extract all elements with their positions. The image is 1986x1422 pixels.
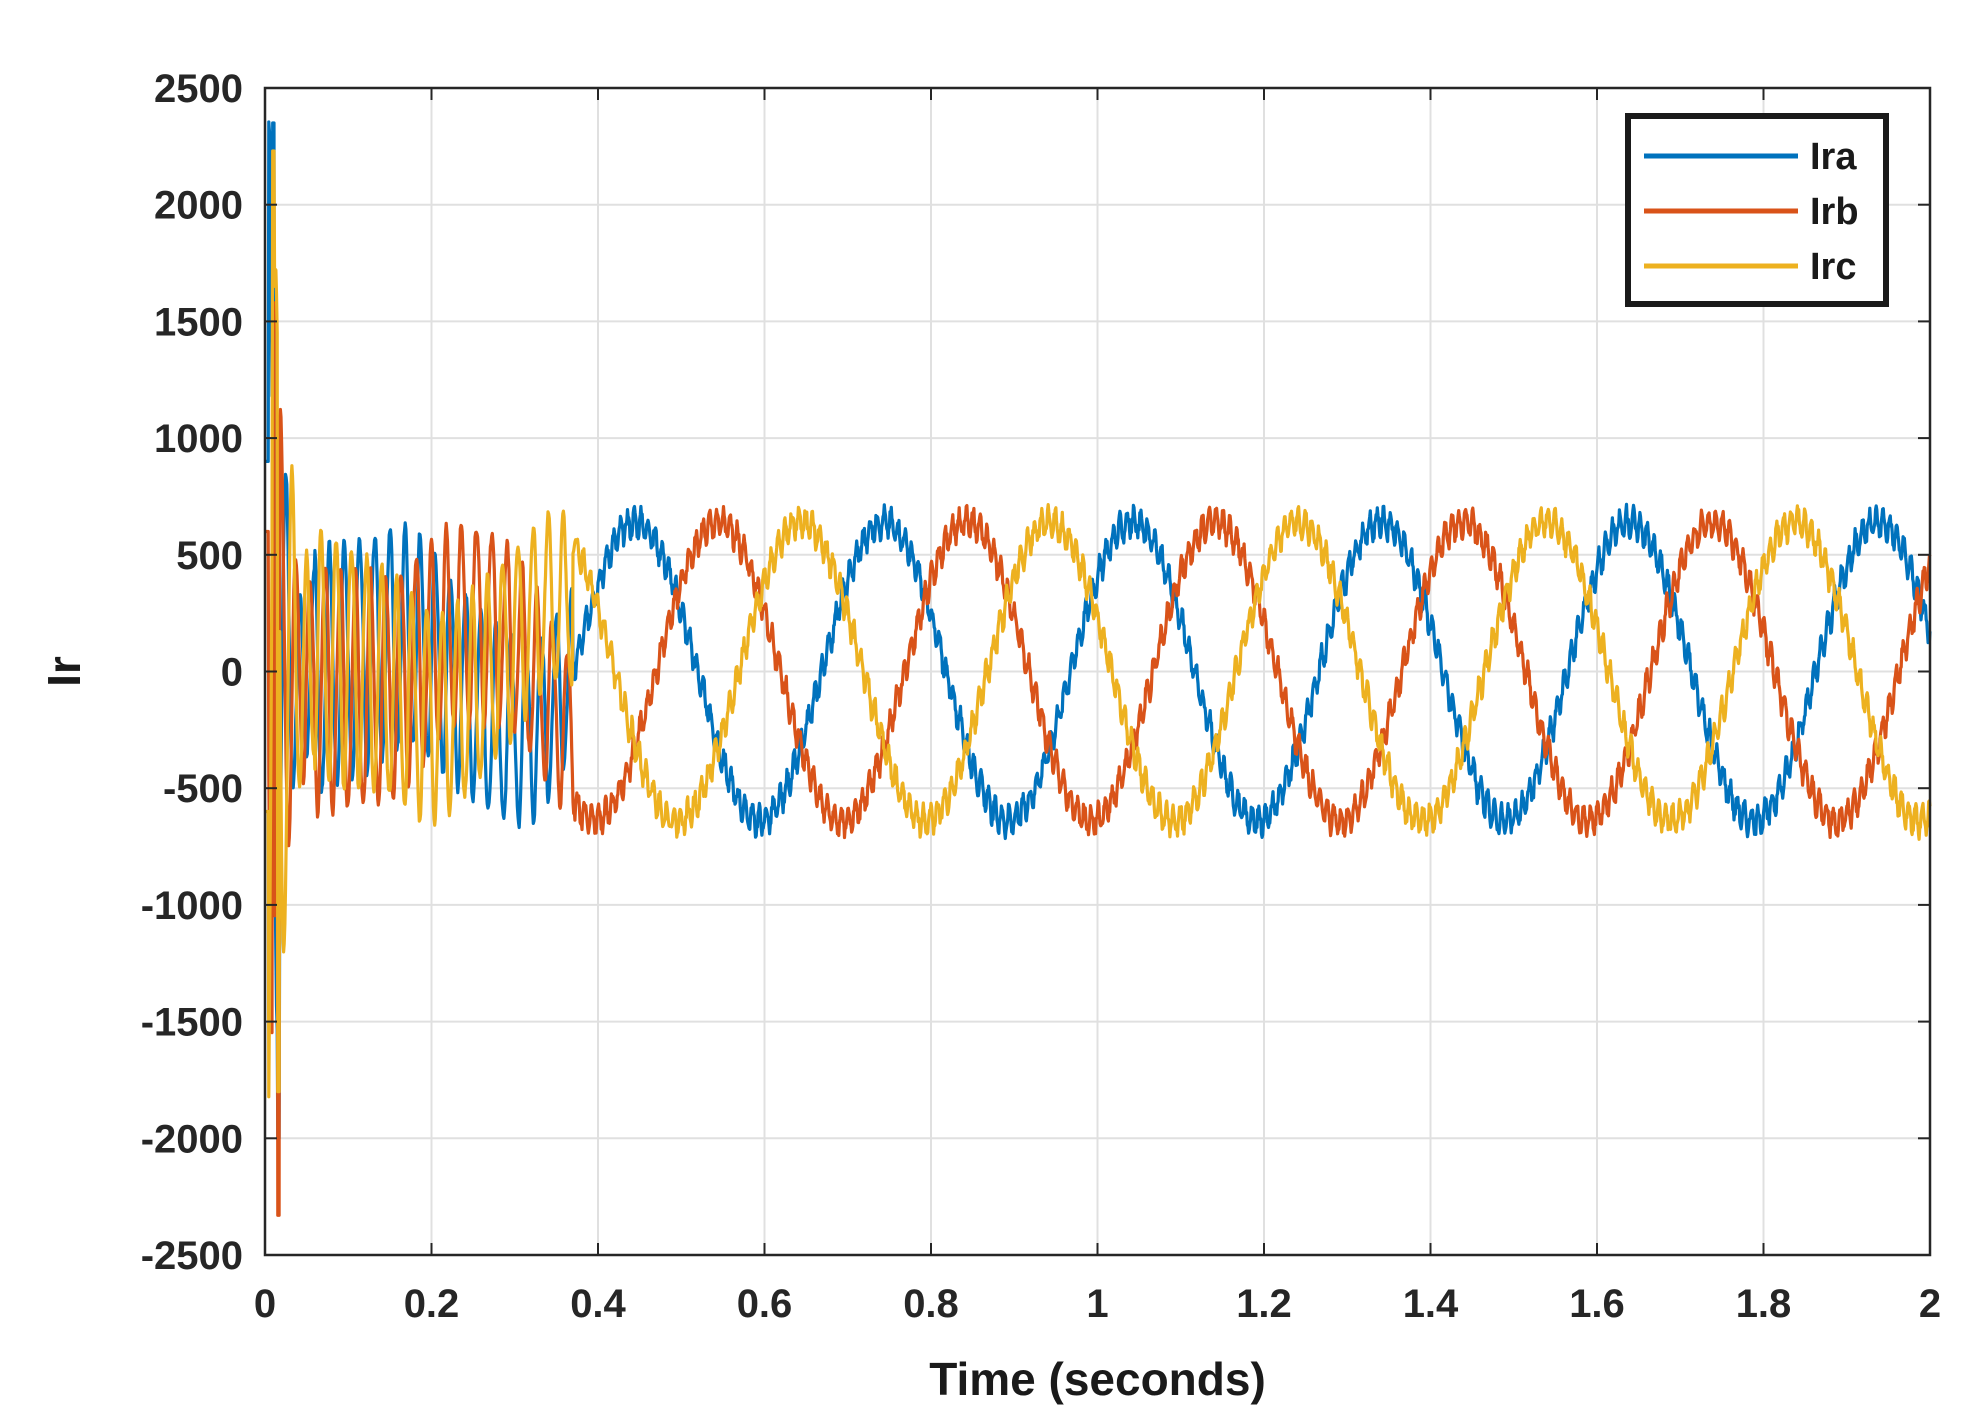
y-tick-label: -500 <box>163 767 243 811</box>
y-tick-labels: 2500 2000 1500 1000 500 0 -500 -1000 -1500 -2000 -… <box>141 67 243 1278</box>
series-line-irb <box>264 301 1932 1217</box>
x-tick-label: 0.4 <box>570 1282 626 1326</box>
x-tick-label: 1 <box>1086 1282 1108 1326</box>
x-tick-label: 1.2 <box>1236 1282 1292 1326</box>
x-tick-label: 0.8 <box>903 1282 959 1326</box>
x-tick-label: 0.6 <box>737 1282 793 1326</box>
legend: Ira Irb Irc <box>1625 113 1889 307</box>
y-tick-label: 2500 <box>154 67 243 111</box>
series-layer <box>264 120 1932 1217</box>
y-tick-label: -1000 <box>141 884 243 928</box>
legend-label-irc: Irc <box>1810 246 1856 288</box>
x-axis-label: Time (seconds) <box>929 1353 1266 1405</box>
y-tick-label: 500 <box>176 534 243 578</box>
series-line-irc <box>264 149 1932 1099</box>
legend-label-ira: Ira <box>1810 136 1857 178</box>
y-tick-label: -1500 <box>141 1001 243 1045</box>
legend-label-irb: Irb <box>1810 191 1859 233</box>
x-tick-label: 0.2 <box>404 1282 460 1326</box>
x-tick-label: 0 <box>254 1282 276 1326</box>
axis-ticks <box>264 87 1931 1256</box>
x-tick-label: 1.6 <box>1569 1282 1625 1326</box>
y-tick-label: 0 <box>221 651 243 695</box>
y-tick-label: 1500 <box>154 300 243 344</box>
x-tick-label: 2 <box>1919 1282 1941 1326</box>
y-tick-label: -2500 <box>141 1234 243 1278</box>
y-axis-label: Ir <box>38 656 90 687</box>
x-tick-label: 1.8 <box>1736 1282 1792 1326</box>
y-tick-label: 1000 <box>154 417 243 461</box>
x-tick-labels: 0 0.2 0.4 0.6 0.8 1 1.2 1.4 1.6 1.8 2 <box>254 1282 1941 1326</box>
y-tick-label: -2000 <box>141 1117 243 1161</box>
y-tick-label: 2000 <box>154 184 243 228</box>
x-tick-label: 1.4 <box>1403 1282 1459 1326</box>
